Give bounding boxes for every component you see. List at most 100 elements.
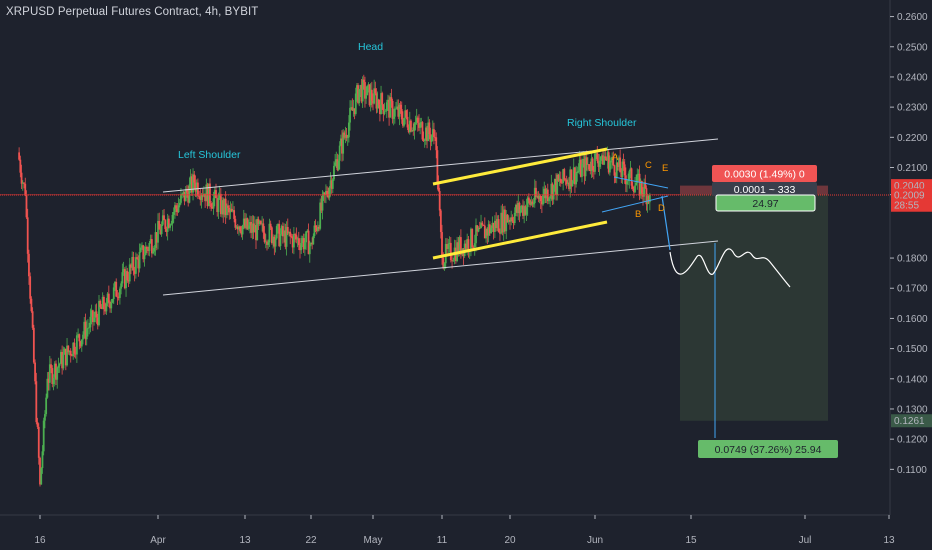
candle-body [466,239,469,250]
candle-body [25,194,28,218]
candle-body [529,200,531,205]
candle-body [268,223,271,243]
candle-body [296,238,299,240]
candle-body [266,241,268,245]
candle-body [542,195,544,205]
candle-body [407,127,410,133]
candle-body [242,218,245,226]
candle-body [20,172,23,184]
candle-body [643,182,646,197]
candle-body [141,245,143,248]
candle-body [448,242,451,244]
candle-body [218,193,221,198]
price-tick-label: 0.2100 [897,163,928,174]
candle-body [475,225,477,244]
candle-body [335,159,338,163]
candle-body [575,173,578,185]
candle-body [83,321,86,335]
candle-body [299,245,301,251]
candle-body [543,188,546,196]
candle-body [427,122,430,142]
candle-body [435,137,438,151]
candle-body [250,222,253,233]
candle-body [502,209,505,233]
candle-body [302,238,305,250]
candle-body [380,93,382,114]
candle-body [400,109,403,120]
candle-body [23,182,25,184]
candle-body [511,217,514,222]
candle-body [501,212,504,233]
candle-body [29,276,32,299]
target-label-box [698,440,838,458]
candle-body [645,188,648,205]
candle-body [73,342,76,354]
candle-body [510,217,513,222]
candle-body [110,302,113,309]
candle-body [160,224,163,235]
candle-body [201,195,204,197]
candle-body [585,157,588,165]
candle-body [568,182,570,190]
candle-body [30,298,33,312]
candle-body [244,218,246,228]
candle-body [35,381,38,423]
price-tag-box [891,198,932,212]
candle-body [415,117,418,123]
wave-label-e: E [662,163,668,174]
candle-body [564,179,567,181]
breakdown-projection [661,195,671,251]
candle-body [356,85,358,94]
candle-body [245,218,248,228]
rising-channel-bottom [432,220,608,260]
candle-body [144,246,147,256]
candle-body [78,334,81,342]
candle-body [199,196,202,200]
candle-body [39,457,41,485]
candle-body [118,288,121,298]
candle-body [50,364,52,369]
candle-body [183,191,186,202]
candle-body [99,300,102,307]
candle-body [138,251,141,269]
candle-body [366,85,369,96]
candle-body [634,185,636,193]
candle-body [618,157,620,168]
candle-body [470,228,472,252]
candle-body [159,229,162,235]
price-tick-label: 0.2200 [897,133,928,144]
candle-body [225,205,228,216]
candle-body [198,195,200,197]
candle-body [147,248,150,251]
candle-body [577,170,580,172]
candle-body [294,234,297,235]
candle-body [584,157,587,177]
candle-body [235,226,238,228]
candle-body [591,158,594,171]
candle-body [556,174,559,195]
candle-body [562,169,565,184]
candle-body [224,198,227,216]
candle-body [26,217,29,254]
candle-body [357,85,359,104]
time-tick-label: 13 [883,535,895,546]
candle-body [487,224,490,236]
candle-body [447,243,450,249]
candle-body [632,188,635,193]
candle-body [485,228,487,239]
candle-body [188,184,191,203]
candle-body [648,194,651,203]
candle-body [306,230,309,232]
candle-body [56,367,59,380]
candle-body [343,132,346,138]
candle-body [376,99,379,109]
candle-body [139,247,142,252]
candle-body [272,236,275,244]
candle-body [439,210,442,233]
candle-body [430,135,433,142]
candle-body [610,160,612,163]
candle-body [219,193,222,215]
left-shoulder-label: Left Shoulder [178,149,241,161]
price-tick-label: 0.1400 [897,374,928,385]
